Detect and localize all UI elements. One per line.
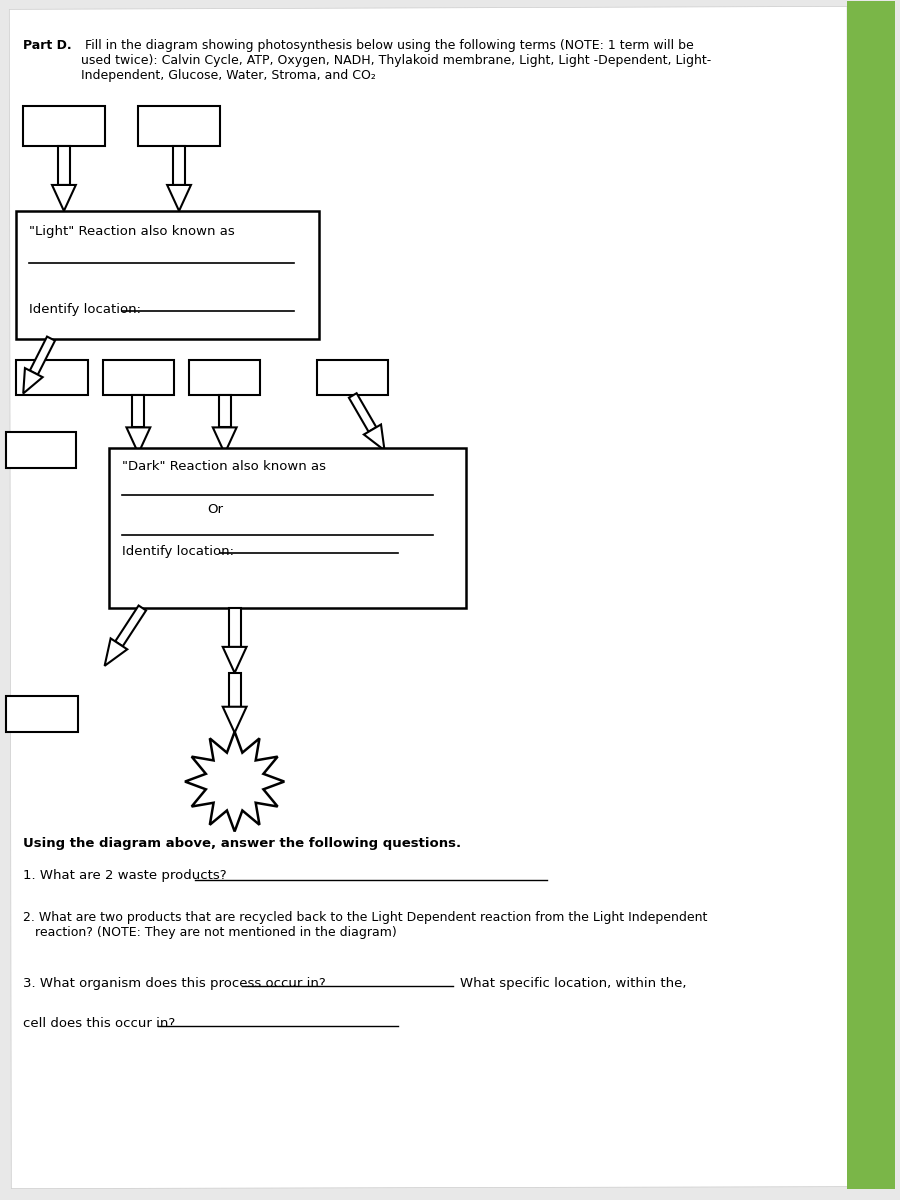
FancyBboxPatch shape: [189, 360, 260, 396]
FancyBboxPatch shape: [317, 360, 389, 396]
Text: "Dark" Reaction also known as: "Dark" Reaction also known as: [122, 461, 327, 473]
FancyBboxPatch shape: [103, 360, 174, 396]
Text: 2. What are two products that are recycled back to the Light Dependent reaction : 2. What are two products that are recycl…: [23, 911, 707, 940]
Text: cell does this occur in?: cell does this occur in?: [23, 1018, 176, 1030]
Polygon shape: [219, 396, 230, 427]
FancyBboxPatch shape: [16, 211, 319, 338]
Polygon shape: [222, 647, 247, 673]
Polygon shape: [52, 185, 76, 211]
Polygon shape: [30, 336, 55, 374]
Polygon shape: [127, 427, 150, 454]
Polygon shape: [847, 1, 895, 1189]
Polygon shape: [229, 673, 240, 707]
Polygon shape: [173, 146, 185, 185]
Polygon shape: [349, 394, 376, 432]
FancyBboxPatch shape: [109, 449, 466, 608]
FancyBboxPatch shape: [6, 696, 77, 732]
Text: 3. What organism does this process occur in?: 3. What organism does this process occur…: [23, 977, 326, 990]
Polygon shape: [364, 425, 384, 450]
Polygon shape: [58, 146, 70, 185]
Text: Fill in the diagram showing photosynthesis below using the following terms (NOTE: Fill in the diagram showing photosynthes…: [81, 40, 711, 83]
Polygon shape: [185, 732, 284, 832]
Polygon shape: [104, 638, 127, 666]
FancyBboxPatch shape: [23, 106, 104, 146]
Text: 1. What are 2 waste products?: 1. What are 2 waste products?: [23, 869, 227, 882]
Text: Or: Or: [207, 503, 223, 516]
Polygon shape: [222, 707, 247, 733]
Text: Using the diagram above, answer the following questions.: Using the diagram above, answer the foll…: [23, 838, 462, 851]
Polygon shape: [23, 368, 42, 394]
Text: Part D.: Part D.: [23, 40, 72, 53]
Polygon shape: [9, 6, 850, 1189]
Polygon shape: [229, 608, 240, 647]
Polygon shape: [115, 606, 146, 647]
Polygon shape: [167, 185, 191, 211]
Text: "Light" Reaction also known as: "Light" Reaction also known as: [29, 224, 235, 238]
FancyBboxPatch shape: [16, 360, 87, 396]
Polygon shape: [132, 396, 144, 427]
Text: Identify location:: Identify location:: [29, 302, 141, 316]
Text: What specific location, within the,: What specific location, within the,: [460, 977, 687, 990]
FancyBboxPatch shape: [139, 106, 220, 146]
Text: Identify location:: Identify location:: [122, 545, 235, 558]
FancyBboxPatch shape: [6, 432, 76, 468]
Polygon shape: [212, 427, 237, 454]
